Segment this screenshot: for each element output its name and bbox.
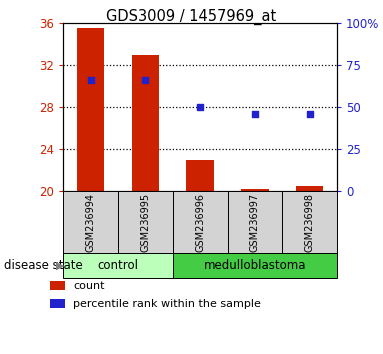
Bar xyxy=(50,281,65,290)
Text: GSM236994: GSM236994 xyxy=(85,193,96,252)
Point xyxy=(307,111,313,116)
Text: ▶: ▶ xyxy=(56,261,64,270)
Bar xyxy=(50,299,65,308)
Bar xyxy=(77,28,104,191)
Bar xyxy=(228,191,282,253)
Text: GSM236996: GSM236996 xyxy=(195,193,205,252)
Text: percentile rank within the sample: percentile rank within the sample xyxy=(74,298,261,309)
Point xyxy=(87,77,93,83)
Bar xyxy=(296,186,323,191)
Text: GSM236995: GSM236995 xyxy=(140,193,151,252)
Text: count: count xyxy=(74,281,105,291)
Text: GSM236998: GSM236998 xyxy=(304,193,315,252)
Text: GSM236997: GSM236997 xyxy=(250,193,260,252)
Bar xyxy=(118,191,173,253)
Text: disease state: disease state xyxy=(4,259,83,272)
Bar xyxy=(187,160,214,191)
Text: medulloblastoma: medulloblastoma xyxy=(204,259,306,272)
Point xyxy=(197,104,203,110)
Bar xyxy=(63,253,173,278)
Bar xyxy=(282,191,337,253)
Bar xyxy=(173,191,228,253)
Point xyxy=(252,111,258,116)
Bar xyxy=(173,253,337,278)
Text: control: control xyxy=(97,259,139,272)
Bar xyxy=(132,55,159,191)
Text: GDS3009 / 1457969_at: GDS3009 / 1457969_at xyxy=(106,9,277,25)
Bar xyxy=(63,191,118,253)
Point xyxy=(142,77,149,83)
Bar xyxy=(241,189,268,191)
